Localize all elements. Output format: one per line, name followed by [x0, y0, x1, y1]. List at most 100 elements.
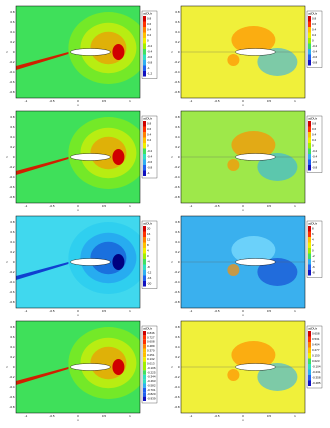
x-tick-label: -0.5 [49, 414, 55, 418]
y-tick-label: -0.6 [174, 395, 180, 399]
wake [16, 157, 69, 175]
contour-band [112, 149, 125, 165]
y-tick-label: -0.8 [9, 195, 15, 199]
colorbar-swatch [308, 159, 311, 165]
colorbar-swatch [308, 380, 311, 386]
colorbar-label: -0.8 [147, 61, 153, 65]
colorbar-label: 0.023 [312, 359, 320, 363]
colorbar-label: -16 [147, 276, 152, 280]
colorbar-label: 0.4 [312, 133, 317, 137]
colorbar-label: -0.463 [147, 379, 156, 383]
colorbar-label: 0.6 [312, 22, 317, 26]
colorbar-label: -0.701 [147, 388, 156, 392]
y-tick-label: -0.2 [174, 270, 180, 274]
colorbar-label: 0 [312, 39, 314, 43]
colorbar-title: udDUx [143, 11, 153, 15]
colorbar-swatch [143, 121, 146, 127]
x-axis-label: x [77, 418, 79, 422]
contour-band [112, 44, 125, 60]
colorbar-label: 0.6 [147, 22, 152, 26]
y-tick-label: 0.2 [175, 145, 180, 149]
colorbar-label: 0 [147, 144, 149, 148]
colorbar-swatch [143, 43, 146, 49]
y-tick-label: -0.6 [174, 185, 180, 189]
colorbar-swatch [143, 264, 146, 270]
colorbar-title: udDUz [308, 221, 318, 225]
colorbar-label: 0 [312, 144, 314, 148]
colorbar-swatch [143, 253, 146, 259]
contour-band [227, 369, 240, 381]
wake [16, 367, 69, 385]
y-tick-label: 0 [13, 155, 15, 159]
colorbar-swatch [143, 370, 146, 375]
y-tick-label: 0.2 [10, 40, 15, 44]
plot-frame [15, 5, 141, 99]
colorbar-label: 12 [147, 238, 151, 242]
colorbar-label: -20 [147, 282, 152, 286]
airfoil [70, 258, 111, 266]
colorbar-swatch [308, 375, 311, 381]
colorbar-title: udDUx [143, 221, 153, 225]
colorbar-swatch [143, 281, 146, 287]
colorbar-swatch [308, 253, 311, 259]
colorbar-swatch [308, 331, 311, 337]
colorbar-swatch [143, 148, 146, 154]
panel: 0.80.60.40.20-0.2-0.4-0.6-0.8-1 -0.5 0 0.5 1… [6, 110, 158, 212]
y-tick-label: -0.2 [174, 375, 180, 379]
y-tick-label: -0.6 [9, 80, 15, 84]
colorbar-swatch [143, 366, 146, 371]
y-tick-label: 0.6 [175, 125, 180, 129]
colorbar-label: 0.531 [312, 337, 320, 341]
colorbar-swatch [308, 237, 311, 243]
y-tick-label: -0.4 [9, 70, 15, 74]
colorbar-label: -4 [147, 260, 150, 264]
colorbar-label: 20 [147, 227, 151, 231]
x-tick-label: 1 [129, 309, 131, 313]
colorbar-title: udDUx [143, 116, 153, 120]
colorbar-swatch [143, 132, 146, 138]
colorbar-swatch [308, 226, 311, 232]
colorbar-label: -0.8 [312, 166, 318, 170]
y-axis-label: z [6, 365, 8, 369]
colorbar-label: -0.104 [312, 365, 321, 369]
airfoil [235, 363, 276, 371]
colorbar-label: -0.6 [312, 160, 318, 164]
x-tick-label: 0.5 [267, 99, 272, 103]
colorbar-label: -12 [147, 271, 152, 275]
y-tick-label: 0.2 [10, 145, 15, 149]
x-tick-label: 0.5 [102, 204, 107, 208]
colorbar-swatch [143, 387, 146, 393]
colorbar-swatch [143, 170, 146, 176]
colorbar-swatch [308, 143, 311, 149]
y-tick-label: 0.2 [175, 40, 180, 44]
x-tick-label: -1 [25, 414, 28, 418]
plot-area [181, 216, 305, 308]
panel: 0.80.60.40.20-0.2-0.4-0.6-0.8-1 -0.5 0 0.5 1… [171, 215, 323, 317]
colorbar-label: 4 [147, 249, 149, 253]
colorbar-swatch [143, 49, 146, 55]
y-tick-label: 0.6 [10, 335, 15, 339]
colorbar-label: 0.370 [147, 348, 155, 352]
y-tick-label: 0.8 [175, 10, 180, 14]
y-tick-label: -0.6 [174, 80, 180, 84]
colorbar-swatch [308, 16, 311, 22]
colorbar-swatch [143, 339, 146, 345]
colorbar-label: 0.658 [312, 332, 320, 336]
colorbar-swatch [308, 148, 311, 154]
plot-frame [15, 320, 141, 414]
colorbar-swatch [143, 335, 146, 340]
colorbar-title: udDUz [308, 116, 318, 120]
x-tick-label: 0.5 [267, 414, 272, 418]
colorbar-label: 0.8 [147, 122, 152, 126]
x-tick-label: -0.5 [214, 309, 220, 313]
y-axis-label: z [6, 50, 8, 54]
x-tick-label: -0.5 [214, 414, 220, 418]
colorbar-swatch [143, 357, 146, 362]
colorbar-swatch [143, 275, 146, 281]
colorbar-swatch [308, 364, 311, 370]
colorbar-swatch [143, 21, 146, 27]
y-tick-label: 0.4 [175, 345, 180, 349]
y-tick-label: 0.8 [10, 325, 15, 329]
y-axis-label: z [171, 50, 173, 54]
